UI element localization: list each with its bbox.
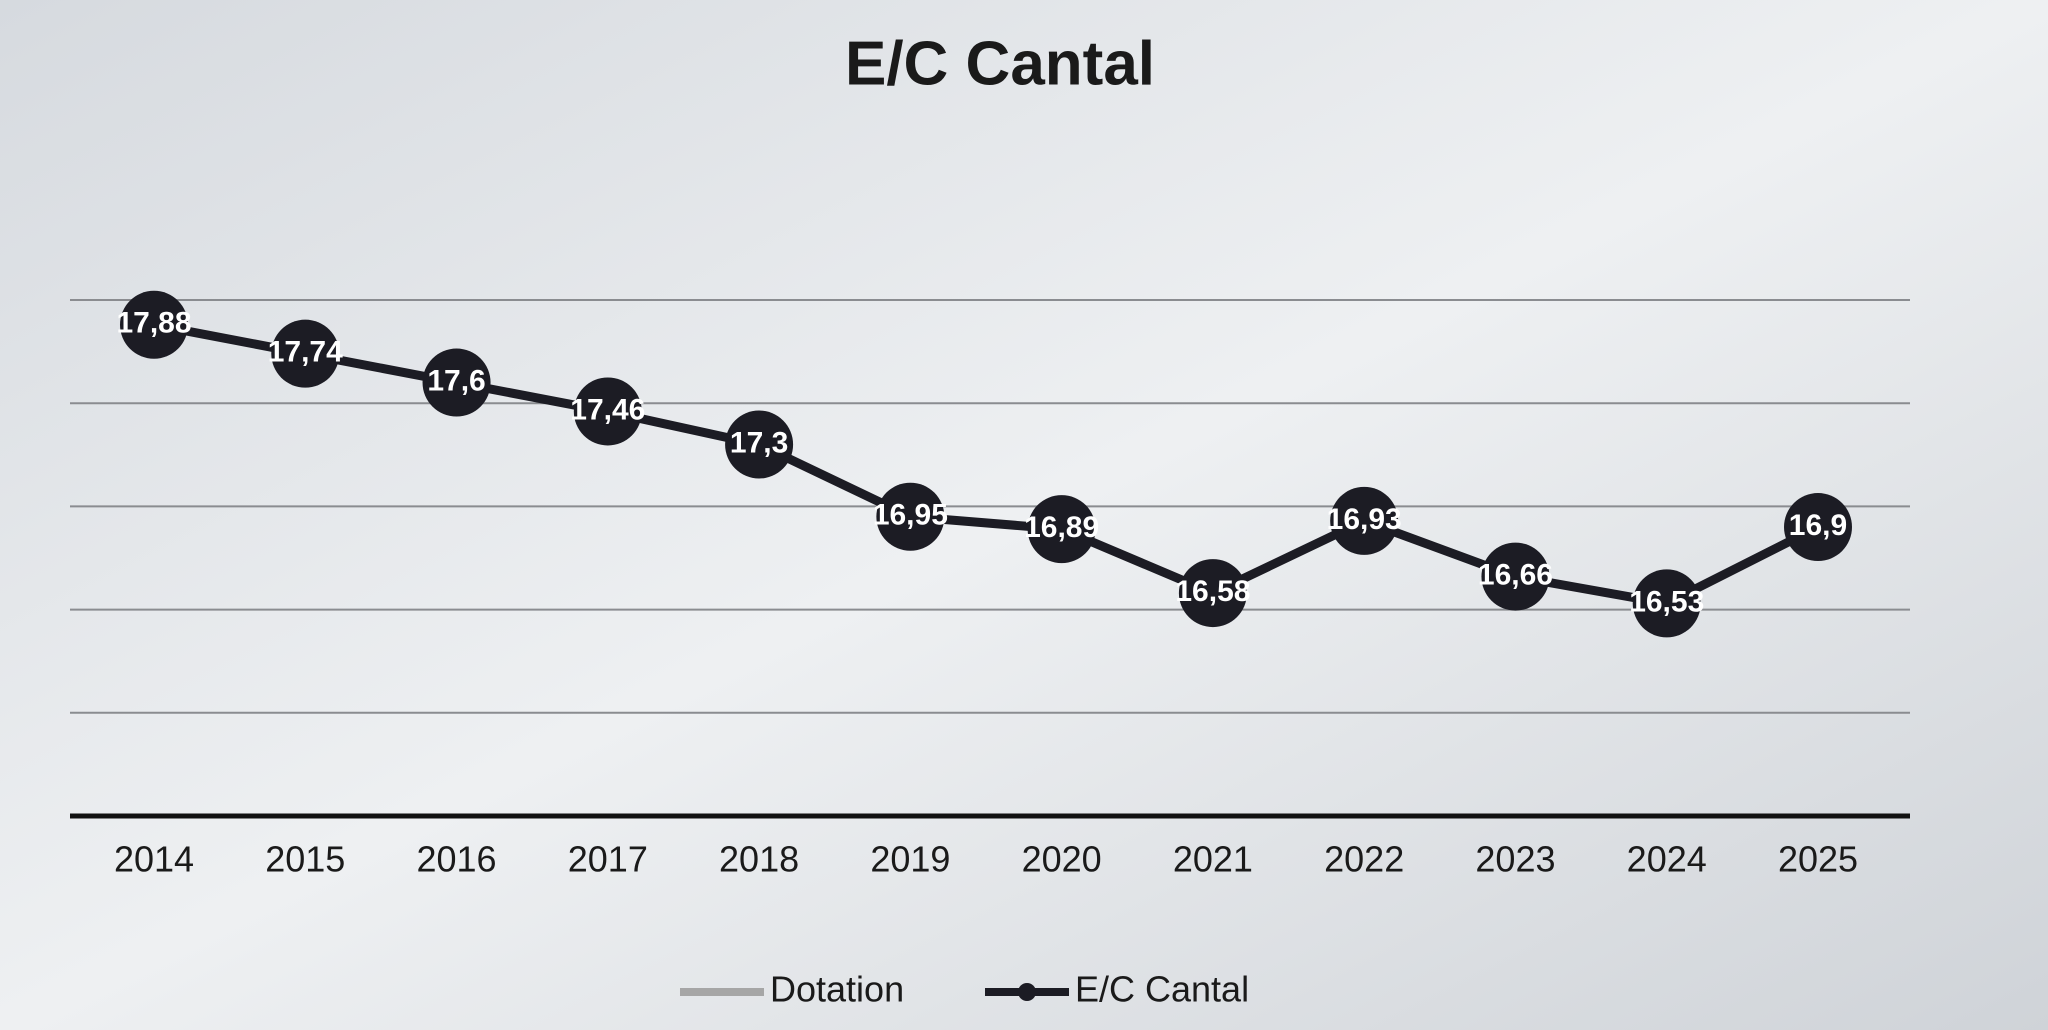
data-point: [1481, 542, 1550, 611]
data-label: 16,89: [1024, 511, 1099, 544]
x-tick-label: 2025: [1778, 839, 1858, 880]
x-tick-label: 2017: [568, 839, 648, 880]
x-tick-label: 2018: [719, 839, 799, 880]
data-label: 16,53: [1629, 585, 1704, 618]
legend-marker: [1018, 983, 1036, 1001]
data-point: [1178, 559, 1247, 628]
data-label: 17,74: [268, 336, 343, 369]
data-label: 16,58: [1175, 575, 1250, 608]
data-point: [422, 348, 491, 417]
data-label: 16,66: [1478, 558, 1553, 591]
data-point: [1784, 493, 1852, 562]
x-tick-label: 2015: [265, 839, 345, 880]
data-label: 16,93: [1327, 503, 1402, 536]
data-point: [271, 319, 340, 388]
x-tick-label: 2016: [416, 839, 496, 880]
data-label: 17,46: [570, 393, 645, 426]
legend-label: E/C Cantal: [1075, 969, 1249, 1010]
x-tick-label: 2019: [870, 839, 950, 880]
x-tick-label: 2023: [1475, 839, 1555, 880]
data-point: [725, 410, 794, 479]
x-tick-label: 2014: [114, 839, 194, 880]
x-tick-label: 2024: [1627, 839, 1707, 880]
data-point: [120, 290, 188, 359]
data-label: 17,88: [116, 307, 191, 340]
chart-title: E/C Cantal: [845, 29, 1155, 98]
x-tick-label: 2020: [1022, 839, 1102, 880]
data-label: 17,6: [427, 364, 485, 397]
x-tick-label: 2022: [1324, 839, 1404, 880]
data-label: 17,3: [730, 426, 788, 459]
data-point: [876, 482, 945, 551]
data-point: [573, 377, 642, 446]
data-label: 16,9: [1789, 509, 1847, 542]
data-point: [1632, 569, 1701, 638]
data-point: [1330, 486, 1399, 555]
data-point: [1027, 495, 1096, 564]
x-tick-label: 2021: [1173, 839, 1253, 880]
legend-label: Dotation: [770, 969, 904, 1010]
data-label: 16,95: [873, 499, 948, 532]
